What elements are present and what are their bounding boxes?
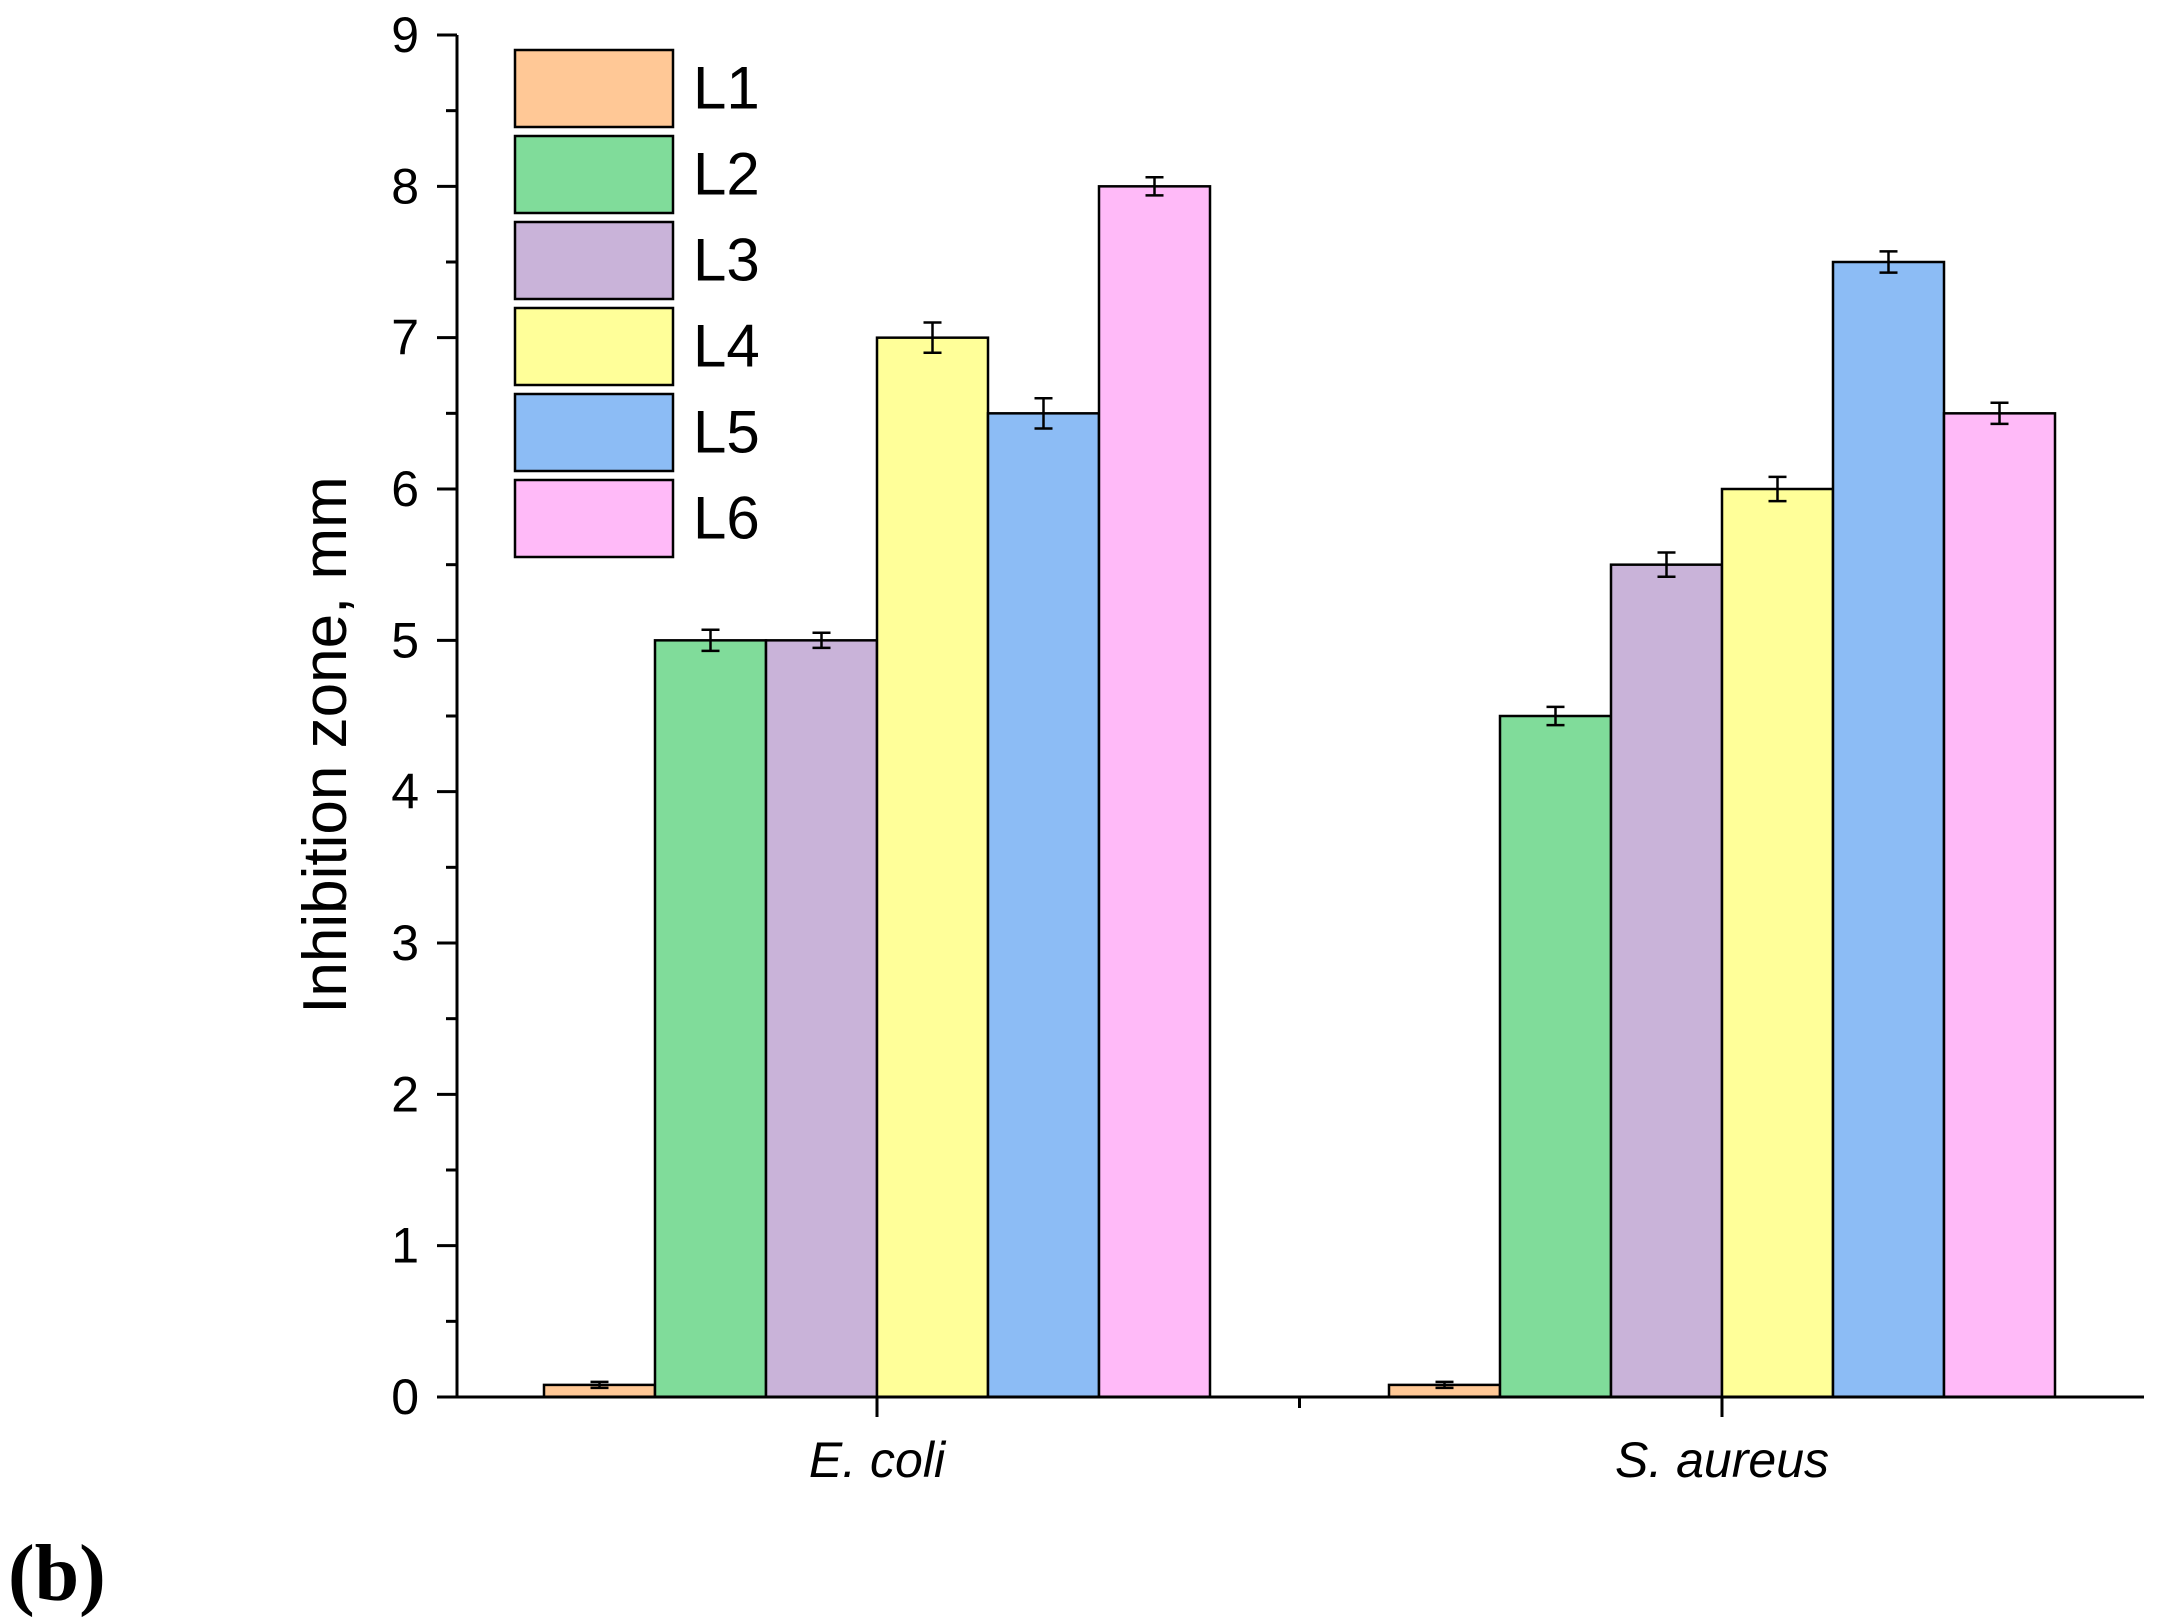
- legend-swatch-L2: [513, 134, 675, 215]
- y-tick-label: 4: [391, 764, 419, 820]
- legend-label-L1: L1: [693, 55, 760, 122]
- bars-layer: [542, 176, 2057, 1399]
- bar-L6-1: [1942, 412, 2057, 1399]
- bar-L5-1: [1831, 260, 1946, 1399]
- bar-L2-1: [1498, 714, 1613, 1399]
- y-tick-label: 6: [391, 461, 419, 517]
- legend-label-L2: L2: [693, 141, 760, 208]
- y-tick-label: 0: [391, 1369, 419, 1425]
- y-tick-label: 8: [391, 158, 419, 214]
- y-tick-label: 3: [391, 915, 419, 971]
- y-tick-label: 7: [391, 310, 419, 366]
- bar-L4-1: [1720, 487, 1835, 1399]
- y-tick-label: 9: [391, 7, 419, 63]
- panel-label: (b): [8, 1530, 106, 1618]
- legend-swatch-L1: [513, 48, 675, 129]
- y-tick-label: 1: [391, 1218, 419, 1274]
- legend-swatch-L6: [513, 478, 675, 559]
- legend-swatch-L3: [513, 220, 675, 301]
- legend-label-L6: L6: [693, 485, 760, 552]
- legend-label-L4: L4: [693, 313, 760, 380]
- bar-L4-0: [875, 336, 990, 1399]
- legend-label-L3: L3: [693, 227, 760, 294]
- x-tick-label: S. aureus: [1615, 1432, 1829, 1488]
- legend-label-L5: L5: [693, 399, 760, 466]
- y-tick-label: 5: [391, 612, 419, 668]
- bar-L3-0: [764, 639, 879, 1399]
- bar-L2-0: [653, 639, 768, 1399]
- y-axis-label: Inhibition zone, mm: [291, 476, 360, 1014]
- axes-layer: 0 1 2 3 4 5 6 7 8 9 E. coli S. aureus: [391, 7, 2144, 1488]
- legend-swatch-L4: [513, 306, 675, 387]
- y-tick-label: 2: [391, 1066, 419, 1122]
- bar-L3-1: [1609, 563, 1724, 1399]
- bar-L6-0: [1097, 185, 1212, 1399]
- legend-swatch-L5: [513, 392, 675, 473]
- bar-L5-0: [986, 412, 1101, 1399]
- x-tick-label: E. coli: [809, 1432, 947, 1488]
- legend: L1 L2 L3 L4 L5 L6: [513, 48, 760, 559]
